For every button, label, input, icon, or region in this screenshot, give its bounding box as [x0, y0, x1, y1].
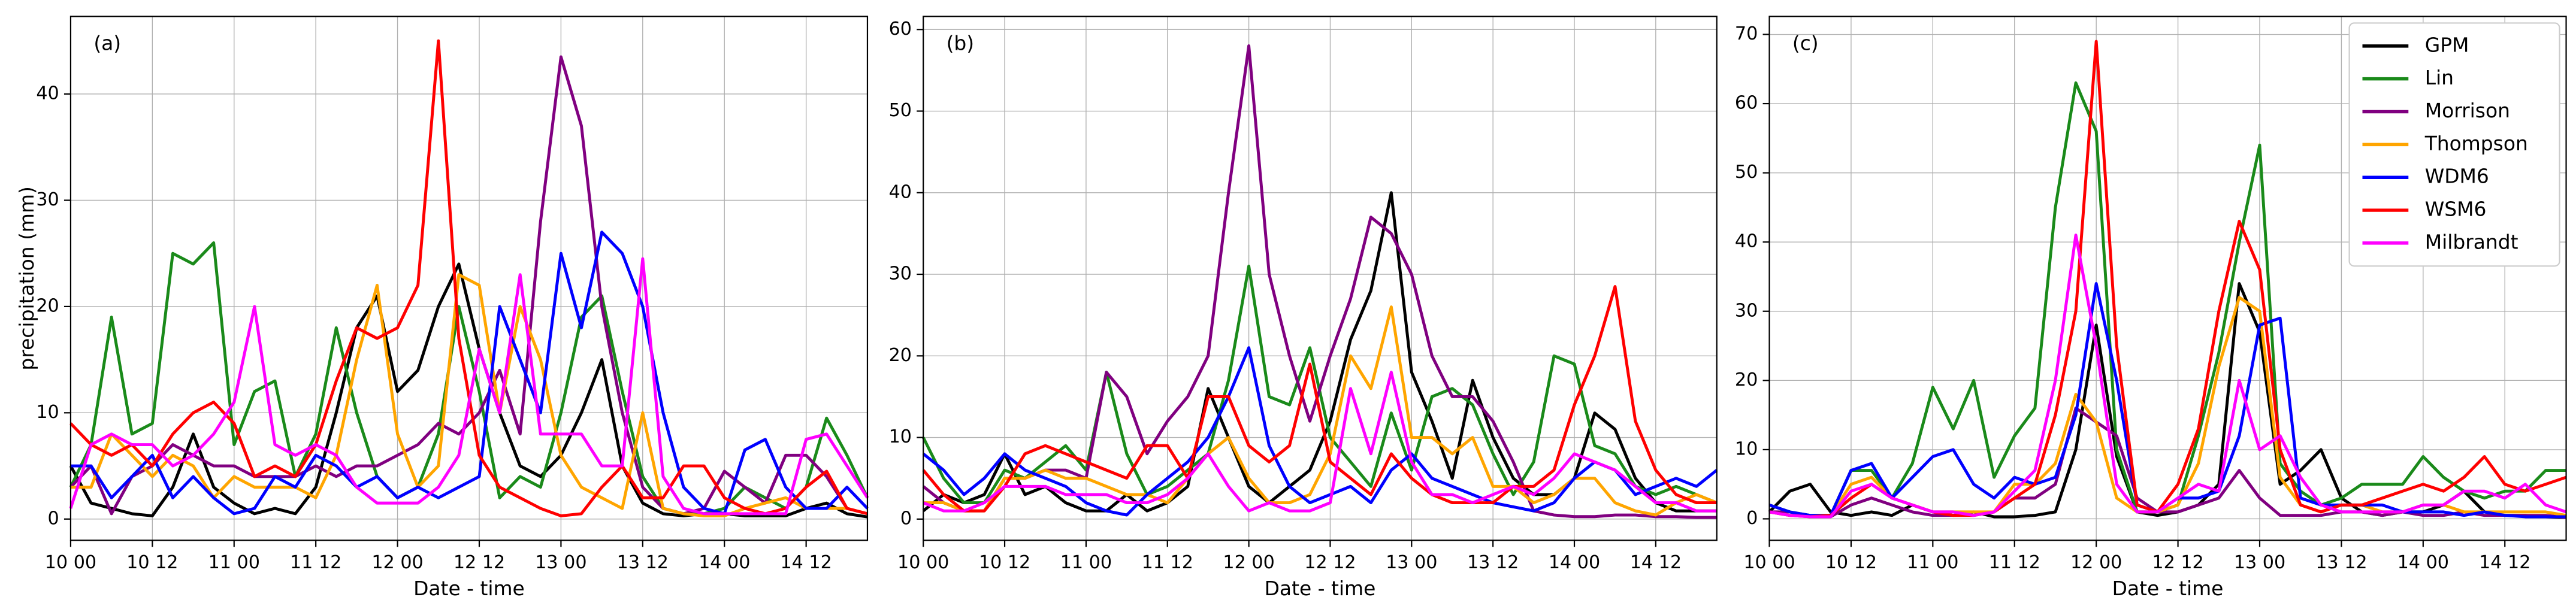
series-line	[922, 191, 1717, 513]
x-tick-label: 13 12	[1467, 552, 1519, 573]
y-tick-label: 30	[889, 263, 912, 284]
x-tick-label: 12 00	[1223, 552, 1274, 573]
x-tick-label: 12 12	[2152, 552, 2203, 573]
series-line	[69, 257, 869, 516]
series-line	[70, 273, 868, 517]
x-tick-label: 11 12	[290, 552, 341, 573]
x-tick-label: 13 00	[535, 552, 586, 573]
series-line	[922, 346, 1718, 517]
y-tick-label: 60	[1735, 93, 1758, 114]
panel: 0 10 20 30 40 50 60 70 10 00 10 12 11 00 11 12 12 00…	[1735, 16, 2567, 600]
y-tick-label: 10	[889, 426, 912, 447]
y-tick-label: 40	[889, 181, 912, 202]
x-tick-label: 14 12	[780, 552, 832, 573]
y-tick-label: 0	[48, 508, 59, 529]
x-tick-label: 14 00	[1549, 552, 1600, 573]
series-line	[69, 241, 869, 516]
x-tick-label: 14 00	[699, 552, 750, 573]
y-tick-label: 0	[900, 508, 912, 529]
x-tick-label: 12 00	[2070, 552, 2122, 573]
legend-label: GPM	[2425, 33, 2469, 56]
y-tick-label: 50	[889, 100, 912, 121]
y-tick-label: 30	[36, 189, 59, 210]
series-line	[1768, 282, 2566, 519]
y-tick-label: 10	[1735, 438, 1758, 459]
x-tick-label: 14 12	[2479, 552, 2530, 573]
y-tick-label: 10	[36, 402, 59, 423]
x-tick-label: 12 00	[371, 552, 423, 573]
legend-label: WDM6	[2425, 165, 2489, 188]
x-tick-label: 14 12	[1630, 552, 1682, 573]
y-tick-label: 30	[1735, 300, 1758, 321]
x-tick-label: 11 00	[208, 552, 260, 573]
y-tick-label: 20	[889, 345, 912, 366]
plot-frame	[923, 16, 1718, 541]
x-tick-label: 12 12	[1304, 552, 1356, 573]
y-axis-label: precipitation (mm)	[15, 186, 38, 370]
x-tick-label: 10 12	[979, 552, 1030, 573]
legend: GPM Lin Morrison Thompson WDM6 WSM6 Milbrandt	[2348, 22, 2560, 267]
plot-frame	[1768, 16, 2567, 541]
x-tick-label: 13 12	[617, 552, 669, 573]
y-tick-label: 40	[1735, 231, 1758, 252]
series-line	[1769, 407, 2566, 519]
x-tick-label: 13 00	[2234, 552, 2285, 573]
panel-label: (c)	[1792, 32, 1819, 55]
y-tick-label: 60	[889, 19, 912, 40]
x-tick-label: 13 00	[1386, 552, 1437, 573]
x-tick-label: 12 12	[453, 552, 505, 573]
series-line	[70, 231, 869, 516]
series-line	[922, 285, 1717, 513]
y-tick-label: 70	[1735, 23, 1758, 44]
x-axis-label: Date - time	[2112, 577, 2224, 600]
x-tick-label: 10 12	[1825, 552, 1877, 573]
panel: 0 10 20 30 40 50 60 10 00 10 12 11 00 11 12 12 00 12…	[889, 16, 1718, 600]
x-tick-label: 14 00	[2397, 552, 2449, 573]
y-tick-label: 50	[1735, 162, 1758, 183]
x-tick-label: 10 00	[897, 552, 949, 573]
series-line	[922, 44, 1717, 519]
x-tick-label: 13 12	[2315, 552, 2367, 573]
y-tick-label: 0	[1746, 508, 1758, 529]
series-line	[1769, 234, 2567, 519]
x-tick-label: 10 00	[1743, 552, 1795, 573]
panel: 0 10 20 30 40 10 00 10 12 11 00 11 12 12 00 12 12 1…	[15, 16, 869, 600]
x-tick-label: 10 12	[126, 552, 178, 573]
x-tick-label: 11 00	[1907, 552, 1958, 573]
legend-label: Thompson	[2424, 132, 2528, 155]
x-tick-label: 10 00	[45, 552, 96, 573]
series-line	[923, 305, 1718, 517]
series-line	[923, 371, 1717, 513]
series-line	[1769, 296, 2566, 517]
y-tick-label: 20	[1735, 369, 1758, 390]
legend-label: Morrison	[2425, 99, 2510, 122]
legend-label: Milbrandt	[2425, 230, 2518, 253]
y-tick-label: 20	[36, 295, 59, 316]
x-axis-label: Date - time	[1265, 577, 1376, 600]
panel-label: (a)	[93, 32, 121, 55]
y-tick-label: 40	[36, 83, 59, 104]
legend-box	[2348, 22, 2560, 267]
plot-frame	[69, 16, 869, 541]
x-tick-label: 11 12	[1989, 552, 2040, 573]
x-axis-label: Date - time	[413, 577, 525, 600]
panel-label: (b)	[947, 32, 975, 55]
legend-label: Lin	[2425, 66, 2454, 89]
legend-label: WSM6	[2425, 198, 2487, 221]
x-tick-label: 11 12	[1142, 552, 1193, 573]
series-line	[1768, 282, 2566, 519]
x-tick-label: 11 00	[1060, 552, 1112, 573]
